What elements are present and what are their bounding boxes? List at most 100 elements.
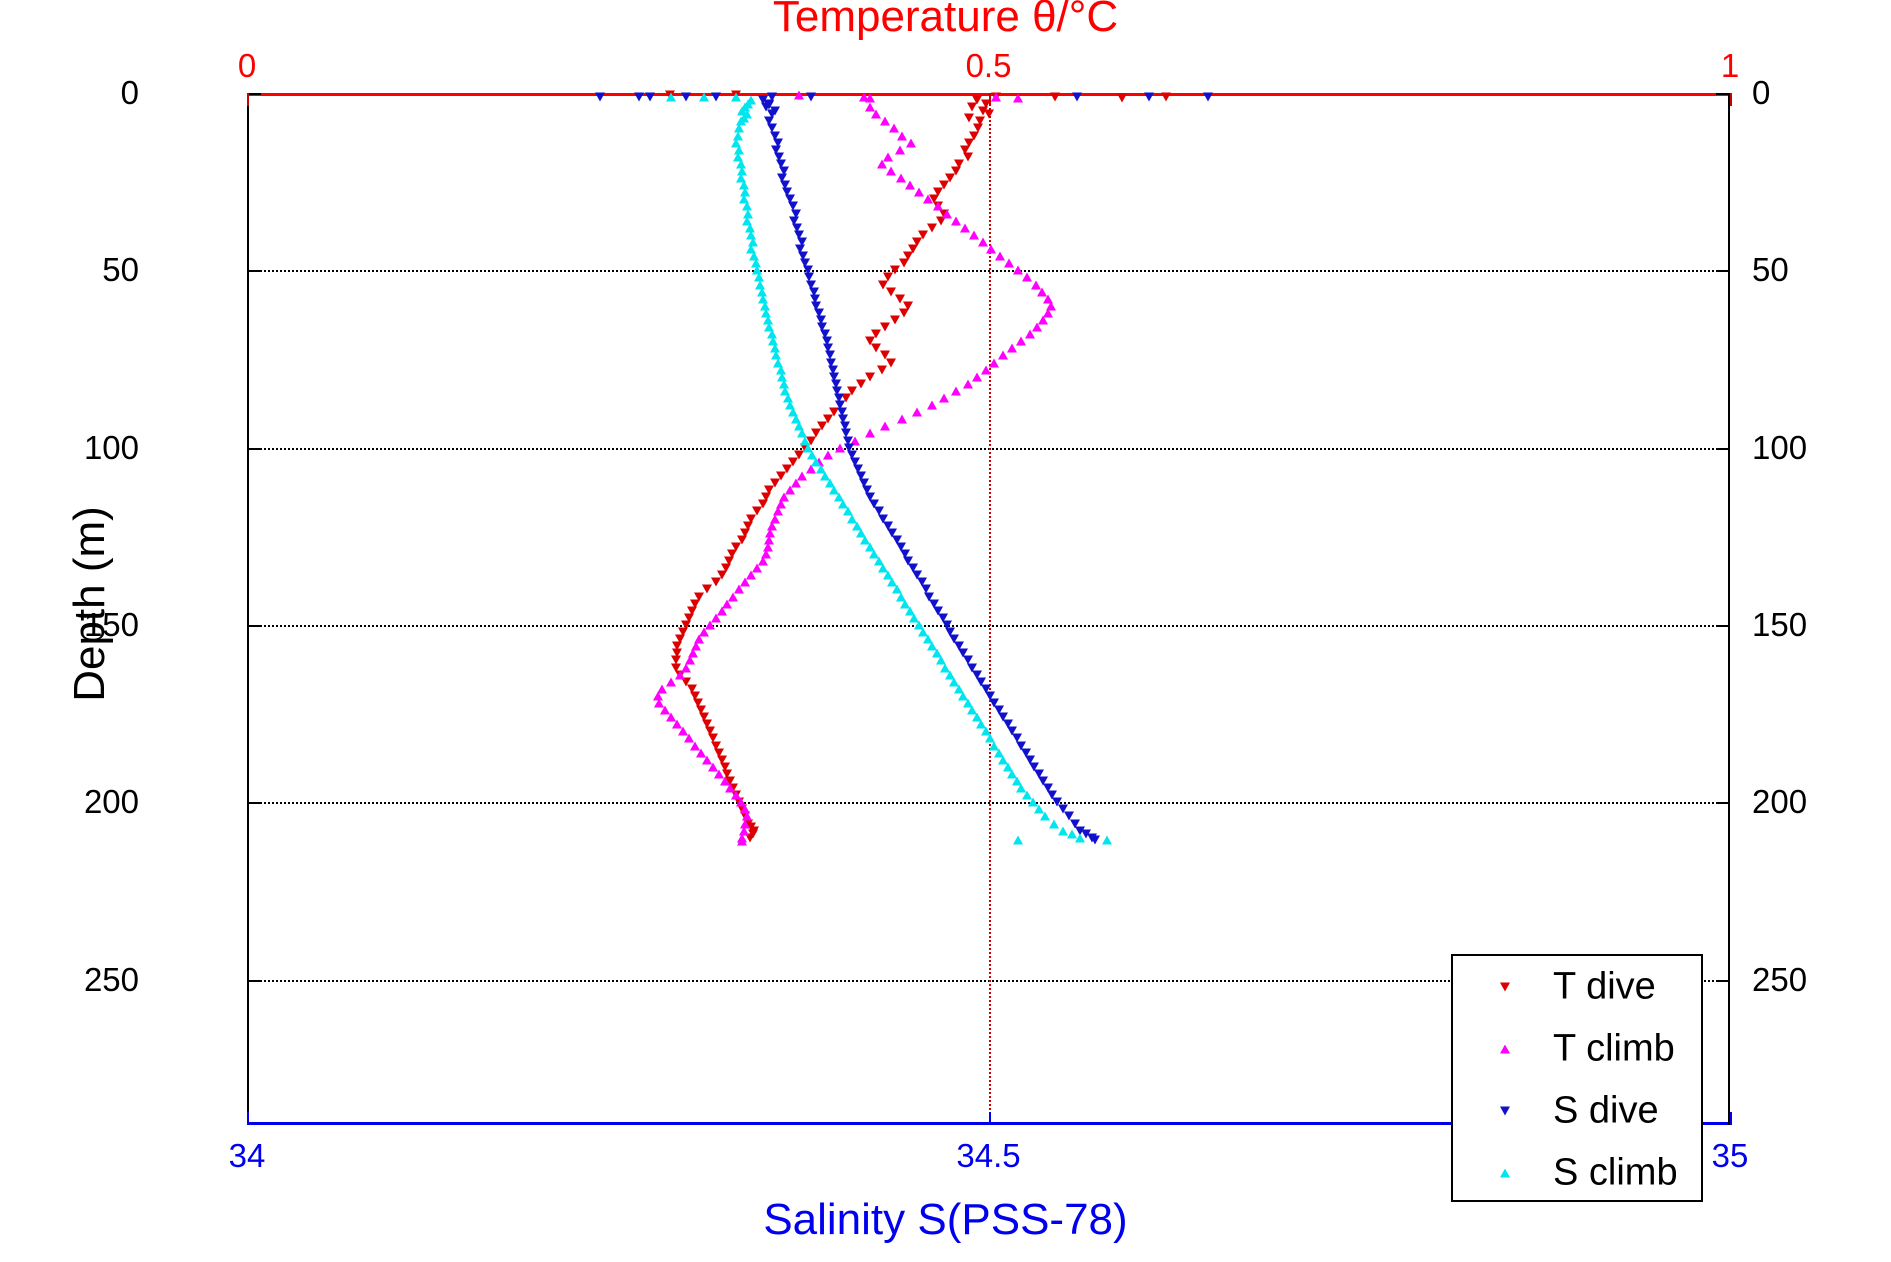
bottom-axis-tick xyxy=(1730,1112,1732,1125)
data-point-t-climb xyxy=(666,677,677,687)
depth-tick-label-right: 100 xyxy=(1752,428,1808,466)
depth-tick-label-left: 100 xyxy=(83,428,139,466)
data-point-s-climb xyxy=(738,180,749,190)
data-point-s-dive xyxy=(1047,790,1058,800)
data-point-t-dive xyxy=(967,102,978,112)
depth-tick-label-left: 150 xyxy=(83,605,139,643)
data-point-t-climb xyxy=(738,826,749,836)
data-point-s-dive xyxy=(847,450,858,460)
data-point-t-climb xyxy=(725,783,736,793)
data-point-t-climb xyxy=(694,634,705,644)
data-point-t-climb xyxy=(977,237,988,247)
data-point-t-dive xyxy=(701,719,712,729)
data-point-s-dive xyxy=(1063,811,1074,821)
data-point-s-climb xyxy=(772,358,783,368)
data-point-s-climb xyxy=(864,542,875,552)
data-point-s-climb xyxy=(756,287,767,297)
data-point-t-dive xyxy=(793,450,804,460)
data-point-s-climb xyxy=(1039,811,1050,821)
depth-tick-label-left: 0 xyxy=(120,74,139,111)
legend-item-t-climb[interactable]: T climb xyxy=(1453,1018,1701,1080)
data-point-t-climb xyxy=(864,428,875,438)
data-point-t-climb xyxy=(713,769,724,779)
data-point-s-climb xyxy=(741,216,752,226)
data-point-s-dive xyxy=(984,691,995,701)
data-point-t-climb xyxy=(740,804,751,814)
data-point-s-climb xyxy=(967,705,978,715)
data-point-t-climb xyxy=(990,92,1001,102)
data-point-t-dive xyxy=(710,577,721,587)
left-axis-tick xyxy=(247,802,261,805)
data-point-s-dive xyxy=(833,393,844,403)
right-axis-tick xyxy=(1716,93,1730,95)
data-point-t-dive xyxy=(864,372,875,382)
data-point-s-climb xyxy=(891,584,902,594)
data-point-s-dive xyxy=(1020,748,1031,758)
data-point-t-dive xyxy=(723,556,734,566)
legend-item-t-dive[interactable]: T dive xyxy=(1453,956,1701,1018)
data-point-t-dive xyxy=(781,464,792,474)
data-point-t-climb xyxy=(666,712,677,722)
data-point-s-dive xyxy=(1002,719,1013,729)
data-point-s-dive xyxy=(852,464,863,474)
data-point-s-dive xyxy=(1075,826,1086,836)
left-axis-tick xyxy=(247,447,261,450)
data-point-s-climb xyxy=(873,556,884,566)
data-point-t-dive xyxy=(683,613,694,623)
data-point-t-dive xyxy=(740,528,751,538)
data-point-t-dive xyxy=(903,251,914,261)
data-point-t-dive xyxy=(870,343,881,353)
data-point-s-climb xyxy=(989,741,1000,751)
data-point-t-climb xyxy=(959,223,970,233)
left-axis-line xyxy=(247,93,249,1125)
data-point-s-climb xyxy=(732,152,743,162)
data-point-s-climb xyxy=(931,648,942,658)
data-point-s-climb xyxy=(698,92,709,102)
data-point-s-dive xyxy=(775,159,786,169)
data-point-s-dive xyxy=(771,145,782,155)
data-point-s-dive xyxy=(944,627,955,637)
data-point-s-climb xyxy=(755,280,766,289)
data-point-t-dive xyxy=(936,216,947,226)
data-point-s-climb xyxy=(815,464,826,474)
data-point-t-dive xyxy=(698,712,709,722)
data-point-s-dive xyxy=(804,272,815,282)
data-point-t-climb xyxy=(864,93,875,103)
data-point-t-climb xyxy=(728,592,739,602)
data-point-t-climb xyxy=(980,365,991,375)
data-point-t-dive xyxy=(744,833,755,843)
data-point-t-climb xyxy=(772,506,783,516)
data-point-t-climb xyxy=(1013,93,1024,103)
data-point-t-dive xyxy=(890,265,901,275)
data-point-s-dive xyxy=(645,92,656,102)
data-point-t-dive xyxy=(787,457,798,467)
data-point-s-climb xyxy=(896,592,906,602)
data-point-s-climb xyxy=(1022,790,1033,800)
right-axis-tick xyxy=(1716,979,1730,982)
data-point-s-climb xyxy=(984,733,995,743)
data-point-s-climb xyxy=(759,301,770,311)
chart-legend[interactable]: T dive T climb S dive S climb xyxy=(1451,954,1703,1202)
left-axis-tick xyxy=(247,270,261,273)
data-point-s-climb xyxy=(1057,826,1068,836)
data-point-t-dive xyxy=(675,634,686,644)
data-point-s-climb xyxy=(833,492,844,502)
data-point-t-dive xyxy=(686,606,697,616)
data-point-t-dive xyxy=(672,648,683,658)
data-point-t-climb xyxy=(784,485,795,495)
data-point-s-climb xyxy=(752,265,763,275)
legend-item-s-climb[interactable]: S climb xyxy=(1453,1142,1701,1204)
data-point-s-climb xyxy=(887,577,898,587)
top-axis-tick xyxy=(1730,93,1732,106)
data-point-t-dive xyxy=(713,748,724,758)
data-point-t-dive xyxy=(971,95,982,105)
data-point-t-climb xyxy=(1004,258,1015,268)
data-point-s-dive xyxy=(774,152,785,162)
legend-item-s-dive[interactable]: S dive xyxy=(1453,1080,1701,1142)
data-point-s-dive xyxy=(873,506,884,516)
data-point-s-dive xyxy=(823,343,834,353)
data-point-s-dive xyxy=(941,620,952,630)
data-point-t-dive xyxy=(1050,92,1061,102)
data-point-t-climb xyxy=(876,159,887,169)
data-point-t-dive xyxy=(939,180,949,190)
